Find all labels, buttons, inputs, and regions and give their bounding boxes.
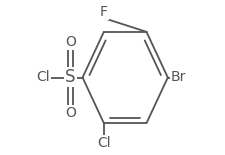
Text: Br: Br (170, 71, 185, 84)
Text: F: F (99, 5, 107, 19)
Text: Cl: Cl (97, 136, 110, 150)
Text: O: O (65, 106, 75, 120)
Text: Cl: Cl (36, 71, 50, 84)
Text: O: O (65, 35, 75, 49)
Text: S: S (65, 69, 75, 86)
